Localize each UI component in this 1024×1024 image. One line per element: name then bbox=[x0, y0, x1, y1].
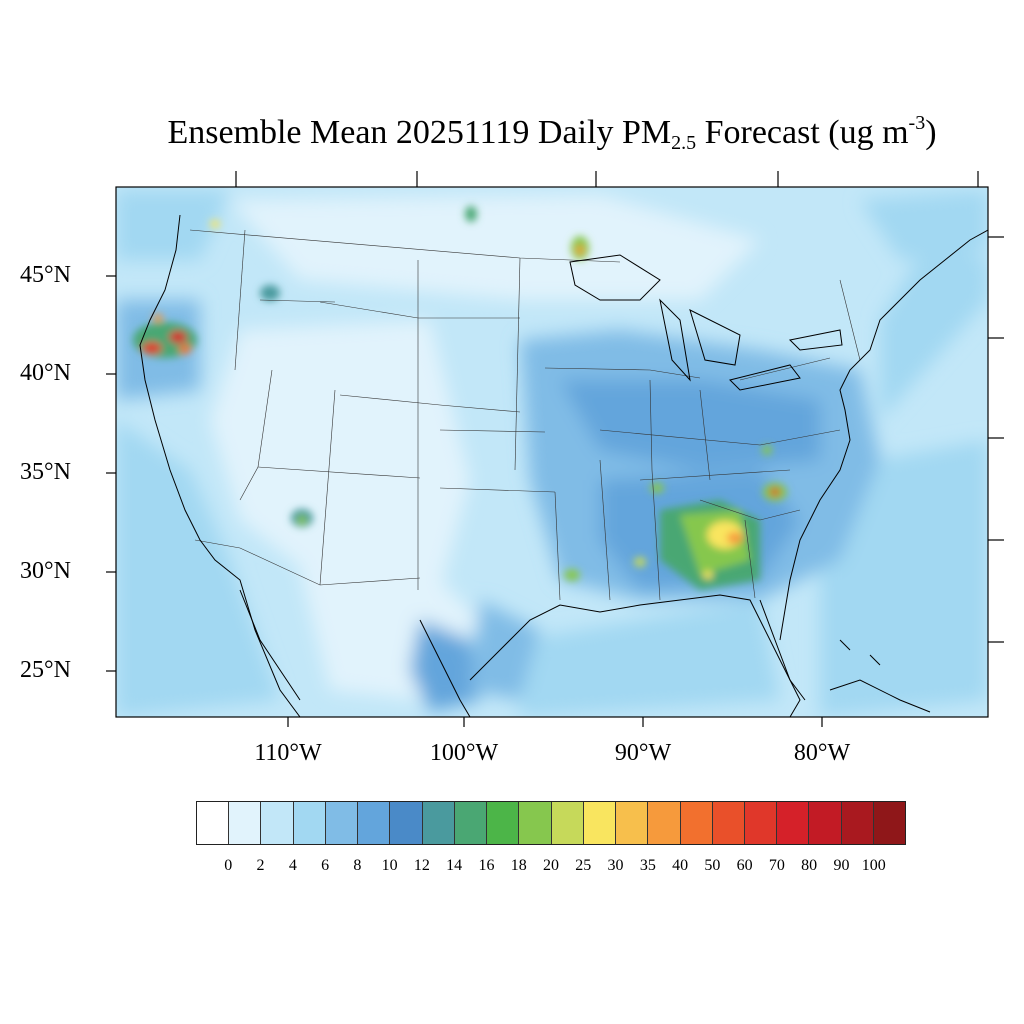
colorbar-label: 80 bbox=[801, 857, 818, 874]
colorbar-box bbox=[487, 802, 520, 844]
map-title: Ensemble Mean 20251119 Daily PM2.5 Forec… bbox=[0, 112, 1024, 155]
lat-label-35n: 35°N bbox=[20, 459, 71, 485]
colorbar-box bbox=[390, 802, 423, 844]
colorbar-box bbox=[422, 802, 455, 844]
colorbar-label: 4 bbox=[288, 857, 297, 874]
colorbar-label: 35 bbox=[639, 857, 656, 874]
colorbar-box bbox=[454, 802, 488, 844]
colorbar-label: 8 bbox=[353, 857, 362, 874]
title-superscript: -3 bbox=[908, 112, 926, 134]
title-units-text: Forecast (ug m bbox=[696, 114, 909, 151]
colorbar-box bbox=[583, 802, 617, 844]
lat-label-45n: 45°N bbox=[20, 262, 71, 288]
colorbar-box bbox=[325, 802, 359, 844]
colorbar-label: 16 bbox=[478, 857, 495, 874]
title-closing-paren: ) bbox=[925, 114, 937, 151]
map-ticks bbox=[106, 171, 1004, 727]
colorbar-box bbox=[809, 802, 842, 844]
colorbar-box bbox=[873, 802, 906, 844]
lon-label-80w: 80°W bbox=[793, 740, 851, 766]
lon-label-100w: 100°W bbox=[429, 740, 499, 766]
colorbar-box bbox=[616, 802, 649, 844]
colorbar-box bbox=[777, 802, 810, 844]
colorbar-label: 60 bbox=[736, 857, 753, 874]
title-main-text: Ensemble Mean 20251119 Daily PM bbox=[167, 114, 672, 151]
colorbar-label: 18 bbox=[510, 857, 527, 874]
pm25-forecast-map bbox=[106, 171, 1004, 727]
colorbar-box bbox=[712, 802, 745, 844]
colorbar-box bbox=[648, 802, 681, 844]
colorbar-label: 6 bbox=[321, 857, 330, 874]
lat-label-25n: 25°N bbox=[20, 657, 71, 683]
concentration-field bbox=[116, 190, 988, 717]
colorbar-label: 100 bbox=[861, 857, 886, 874]
colorbar-label: 25 bbox=[575, 857, 592, 874]
state-borders bbox=[189, 229, 861, 601]
colorbar-box bbox=[293, 802, 326, 844]
colorbar-label: 10 bbox=[381, 857, 398, 874]
colorbar-label: 2 bbox=[256, 857, 265, 874]
colorbar-label: 14 bbox=[446, 857, 463, 874]
hotspots bbox=[133, 206, 787, 590]
colorbar-label: 20 bbox=[543, 857, 559, 874]
colorbar-box bbox=[261, 802, 294, 844]
colorbar-label: 50 bbox=[704, 857, 721, 874]
colorbar-labels: 0 2 4 6 8 10 12 14 16 18 20 25 30 35 40 50 60 70 80 90 100 bbox=[196, 857, 906, 877]
map-frame bbox=[115, 186, 989, 718]
lat-label-40n: 40°N bbox=[20, 360, 71, 386]
colorbar-box bbox=[358, 802, 391, 844]
colorbar-box bbox=[744, 802, 778, 844]
colorbar-box bbox=[519, 802, 552, 844]
colorbar-box bbox=[229, 802, 262, 844]
colorbar bbox=[196, 801, 906, 845]
title-subscript: 2.5 bbox=[671, 132, 697, 154]
colorbar-box bbox=[197, 802, 230, 844]
lat-label-30n: 30°N bbox=[20, 558, 71, 584]
colorbar-box bbox=[551, 802, 584, 844]
colorbar-box bbox=[680, 802, 713, 844]
colorbar-label: 0 bbox=[224, 857, 233, 874]
colorbar-label: 90 bbox=[833, 857, 850, 874]
coastlines bbox=[139, 214, 988, 717]
lon-label-90w: 90°W bbox=[614, 740, 672, 766]
colorbar-label: 40 bbox=[672, 857, 689, 874]
colorbar-label: 70 bbox=[768, 857, 785, 874]
colorbar-box bbox=[841, 802, 874, 844]
colorbar-label: 30 bbox=[607, 857, 624, 874]
lon-label-110w: 110°W bbox=[254, 740, 322, 766]
colorbar-label: 12 bbox=[413, 857, 430, 874]
